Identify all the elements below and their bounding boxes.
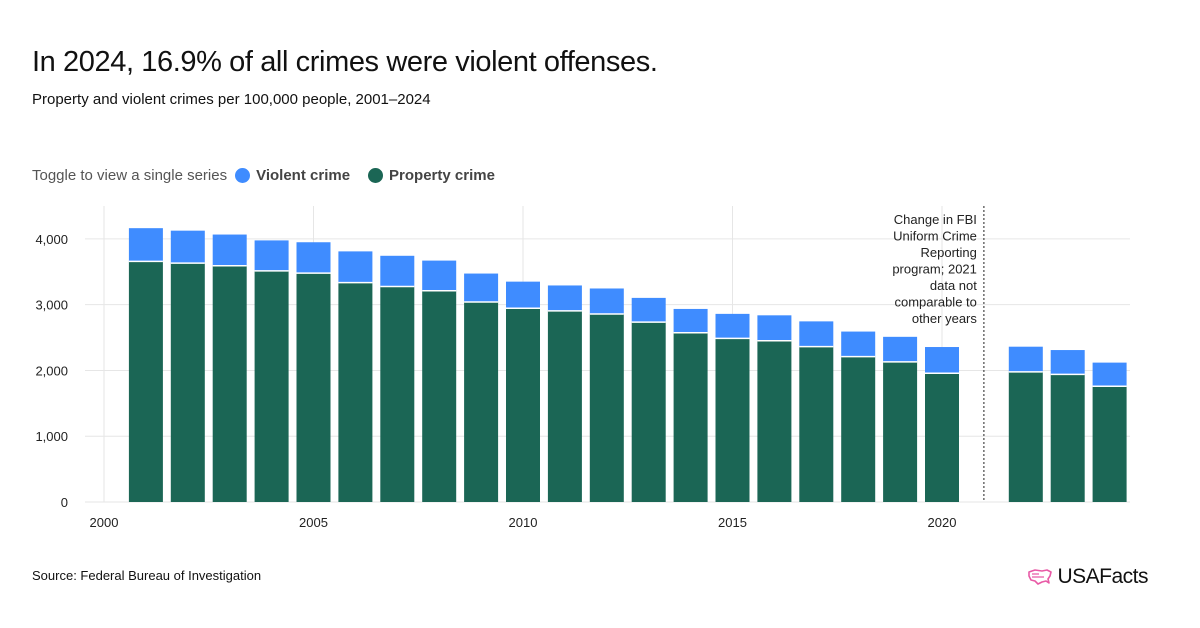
bar-violent-crime [338, 251, 373, 283]
bar-violent-crime [841, 331, 876, 357]
bar-property-crime [547, 310, 582, 502]
bar-property-crime [254, 270, 289, 502]
y-tick-label: 4,000 [35, 232, 68, 247]
bar-property-crime [715, 338, 750, 502]
annotation-line-text: Uniform Crime [893, 229, 977, 244]
bar-property-crime [757, 340, 792, 502]
chart-subtitle: Property and violent crimes per 100,000 … [32, 91, 431, 108]
bar-property-crime [1008, 371, 1043, 502]
x-tick-label: 2020 [928, 515, 957, 530]
bar-violent-crime [422, 260, 457, 291]
annotation-line-text: Reporting [921, 245, 977, 260]
bar-property-crime [1050, 374, 1085, 502]
bar-property-crime [841, 356, 876, 502]
bar-property-crime [506, 308, 540, 502]
bar-violent-crime [1050, 350, 1085, 375]
annotation-line-text: comparable to [895, 295, 977, 310]
bar-property-crime [925, 373, 959, 502]
bar-violent-crime [506, 281, 540, 309]
bar-property-crime [170, 263, 205, 502]
bar-violent-crime [128, 228, 163, 262]
bar-property-crime [212, 265, 247, 502]
bar-property-crime [631, 322, 666, 502]
x-tick-label: 2000 [90, 515, 119, 530]
bar-property-crime [673, 332, 708, 502]
bar-violent-crime [715, 313, 750, 339]
brand-logo: USAFacts [1027, 565, 1148, 589]
annotation-line-text: program; 2021 [892, 262, 977, 277]
annotation-text: Change in FBI Uniform Crime Reporting progr… [892, 212, 977, 326]
bar-violent-crime [631, 297, 666, 323]
bar-violent-crime [170, 230, 205, 264]
legend-toggle-property-crime[interactable]: Property crime [368, 167, 495, 184]
bar-property-crime [296, 273, 331, 502]
y-tick-label: 2,000 [35, 363, 68, 378]
bar-property-crime [1092, 386, 1127, 502]
legend-toggle-violent-crime[interactable]: Violent crime [235, 167, 350, 184]
bar-property-crime [589, 313, 624, 502]
bar-violent-crime [212, 234, 247, 266]
bar-violent-crime [673, 308, 708, 333]
bar-violent-crime [757, 315, 792, 341]
bar-violent-crime [464, 273, 499, 302]
bar-property-crime [338, 282, 373, 502]
bar-property-crime [883, 361, 918, 502]
bar-violent-crime [547, 285, 582, 311]
bar-property-crime [464, 301, 499, 502]
source-note: Source: Federal Bureau of Investigation [32, 568, 262, 583]
bar-property-crime [128, 261, 163, 502]
brand-name: USAFacts [1057, 565, 1148, 588]
bar-violent-crime [589, 288, 624, 314]
property-crime-dot-icon [368, 167, 384, 183]
bar-violent-crime [380, 255, 415, 287]
legend-prompt: Toggle to view a single series [32, 166, 228, 184]
y-tick-label: 1,000 [35, 429, 68, 444]
bar-violent-crime [925, 347, 959, 374]
legend: Toggle to view a single series Violent c… [32, 164, 513, 186]
x-tick-label: 2010 [509, 515, 538, 530]
x-tick-label: 2015 [718, 515, 747, 530]
annotation-line-text: data not [930, 278, 977, 293]
bar-violent-crime [1092, 362, 1127, 387]
bar-property-crime [380, 286, 415, 502]
bar-violent-crime [1008, 346, 1043, 372]
y-tick-label: 3,000 [35, 298, 68, 313]
bar-violent-crime [799, 321, 834, 347]
us-map-outline-icon [1028, 569, 1053, 585]
bar-violent-crime [883, 336, 918, 362]
bar-property-crime [422, 290, 457, 502]
annotation-line-text: Change in FBI [894, 212, 977, 227]
bar-violent-crime [296, 242, 331, 274]
legend-label-property-crime: Property crime [389, 166, 495, 184]
bar-property-crime [799, 346, 834, 502]
y-tick-label: 0 [61, 495, 68, 510]
chart-title: In 2024, 16.9% of all crimes were violen… [32, 46, 658, 78]
annotation-line-text: other years [912, 311, 978, 326]
bar-violent-crime [254, 240, 289, 271]
violent-crime-dot-icon [235, 167, 251, 183]
legend-label-violent-crime: Violent crime [256, 166, 351, 184]
x-tick-label: 2005 [299, 515, 328, 530]
